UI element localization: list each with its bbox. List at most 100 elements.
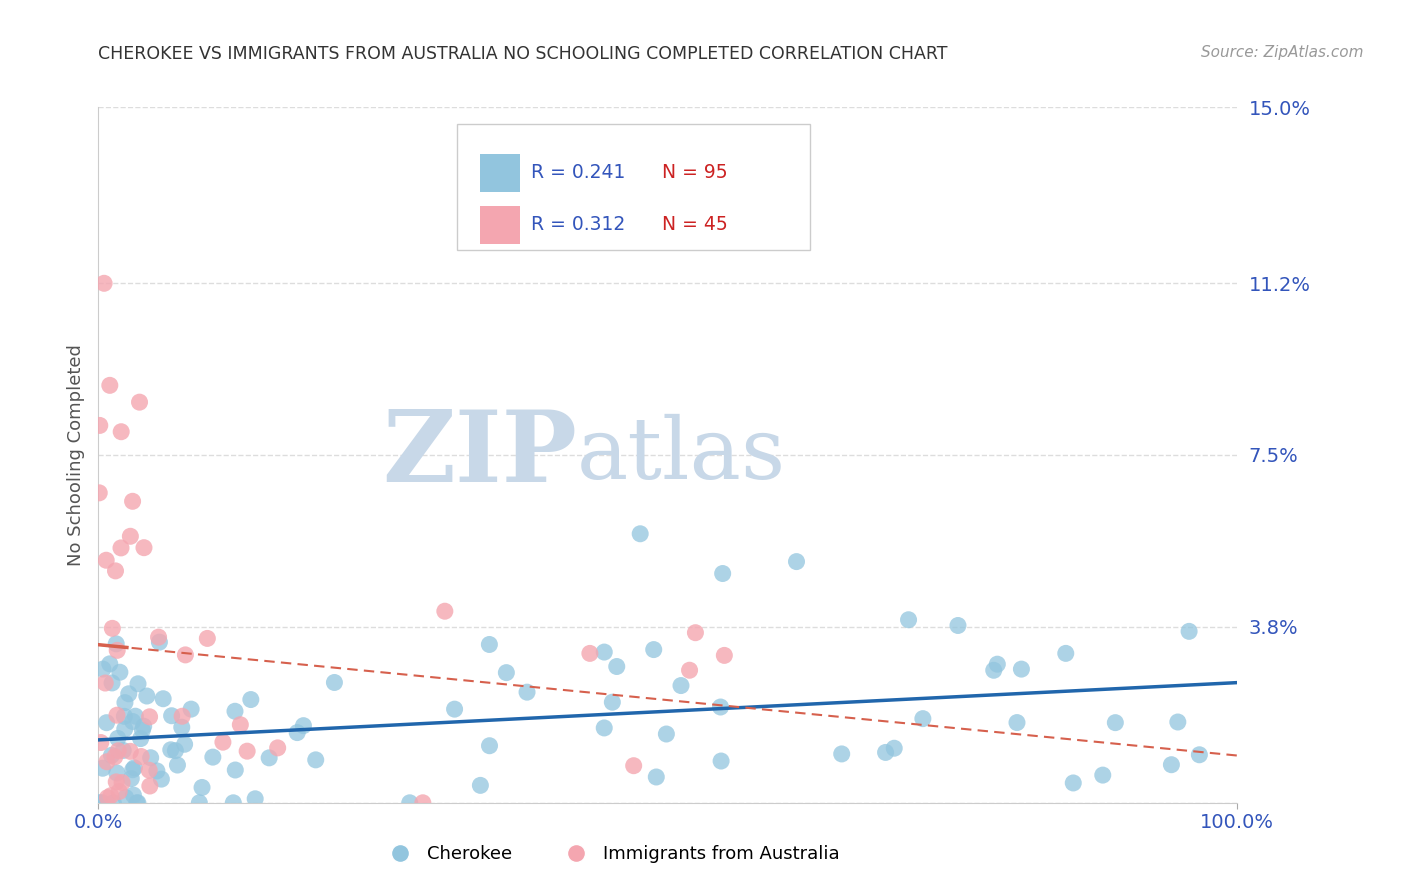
Point xyxy=(1104,715,1126,730)
Point xyxy=(148,635,170,649)
Point xyxy=(128,395,150,409)
Point xyxy=(883,741,905,756)
Point xyxy=(108,784,131,798)
Point xyxy=(146,764,169,778)
Point xyxy=(224,763,246,777)
Point xyxy=(105,637,128,651)
Point xyxy=(628,526,651,541)
Point xyxy=(602,695,624,709)
Point xyxy=(292,719,315,733)
Point xyxy=(398,796,420,810)
Point xyxy=(91,761,114,775)
Point xyxy=(285,725,308,739)
Point xyxy=(121,763,143,777)
Point xyxy=(152,691,174,706)
Point xyxy=(93,277,115,291)
Point xyxy=(105,765,128,780)
Point xyxy=(138,710,160,724)
Point xyxy=(875,746,897,760)
Point xyxy=(107,731,129,746)
Point xyxy=(166,758,188,772)
Point xyxy=(107,744,129,758)
Point xyxy=(120,529,142,543)
Point xyxy=(229,717,252,731)
Point xyxy=(105,643,128,657)
Point xyxy=(121,494,143,508)
Point xyxy=(470,778,492,792)
Point xyxy=(124,761,146,775)
Point xyxy=(132,541,155,555)
Point xyxy=(108,665,131,680)
Point xyxy=(897,613,920,627)
Point xyxy=(323,675,346,690)
Point xyxy=(103,796,125,810)
Point xyxy=(173,737,195,751)
Point xyxy=(593,645,616,659)
Point xyxy=(105,708,128,723)
Point xyxy=(112,743,135,757)
FancyBboxPatch shape xyxy=(479,206,520,244)
Point xyxy=(114,790,136,805)
Point xyxy=(127,677,149,691)
Point xyxy=(98,378,121,392)
Point xyxy=(983,663,1005,677)
Point xyxy=(986,657,1008,672)
Text: N = 45: N = 45 xyxy=(662,215,728,235)
Point xyxy=(89,418,111,433)
Point xyxy=(191,780,214,795)
FancyBboxPatch shape xyxy=(479,153,520,192)
Point xyxy=(946,618,969,632)
Point xyxy=(195,632,218,646)
Point xyxy=(91,796,114,810)
Point xyxy=(120,772,142,786)
Point xyxy=(150,772,173,786)
Point xyxy=(90,735,112,749)
Text: R = 0.312: R = 0.312 xyxy=(531,215,626,235)
Point xyxy=(709,700,731,714)
Point xyxy=(132,719,155,733)
Point xyxy=(711,566,734,581)
Point xyxy=(623,758,645,772)
Point xyxy=(180,702,202,716)
Point xyxy=(516,685,538,699)
Point xyxy=(655,727,678,741)
Point xyxy=(110,425,132,439)
Point xyxy=(645,770,668,784)
Y-axis label: No Schooling Completed: No Schooling Completed xyxy=(66,344,84,566)
FancyBboxPatch shape xyxy=(457,124,810,250)
Point xyxy=(139,779,162,793)
Point xyxy=(1091,768,1114,782)
Point xyxy=(139,750,162,764)
Point xyxy=(114,696,136,710)
Point xyxy=(1188,747,1211,762)
Point xyxy=(138,763,160,777)
Point xyxy=(122,788,145,802)
Point xyxy=(101,621,124,635)
Point xyxy=(94,676,117,690)
Point xyxy=(104,749,127,764)
Point xyxy=(96,755,118,769)
Point xyxy=(495,665,517,680)
Point xyxy=(131,723,153,737)
Point xyxy=(159,743,181,757)
Point xyxy=(105,775,128,789)
Point xyxy=(104,564,127,578)
Point xyxy=(236,744,259,758)
Point xyxy=(1178,624,1201,639)
Point xyxy=(100,748,122,763)
Point xyxy=(643,642,665,657)
Point xyxy=(1010,662,1032,676)
Point xyxy=(685,625,707,640)
Point xyxy=(212,735,235,749)
Point xyxy=(243,792,266,806)
Point xyxy=(1062,776,1084,790)
Point xyxy=(129,749,152,764)
Text: atlas: atlas xyxy=(576,413,786,497)
Point xyxy=(239,692,262,706)
Point xyxy=(110,541,132,555)
Point xyxy=(101,676,124,690)
Point xyxy=(222,796,245,810)
Text: R = 0.241: R = 0.241 xyxy=(531,163,626,182)
Point xyxy=(165,744,187,758)
Point xyxy=(305,753,328,767)
